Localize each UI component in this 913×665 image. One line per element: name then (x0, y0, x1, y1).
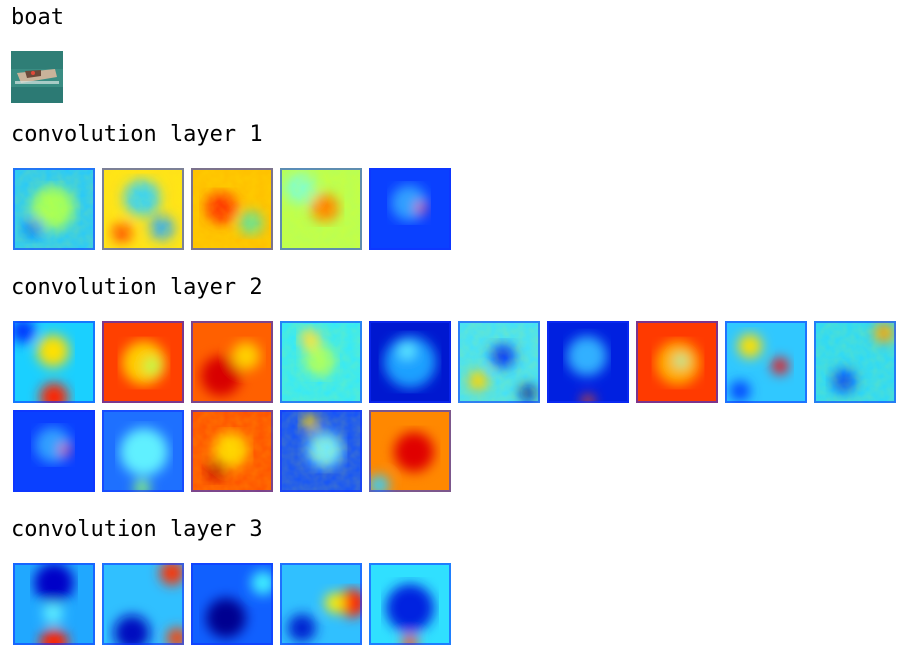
heatmap-icon (280, 563, 362, 645)
layer-2-feature-map-12 (102, 410, 184, 492)
heatmap-icon (191, 168, 273, 250)
layer-1-feature-map-1 (13, 168, 95, 250)
layer-2-feature-map-14 (280, 410, 362, 492)
layer-3-feature-map-3 (191, 563, 273, 645)
boat-photo-icon (11, 51, 63, 103)
heatmap-icon (191, 563, 273, 645)
layer-2-feature-map-10 (814, 321, 896, 403)
heatmap-icon (814, 321, 896, 403)
layer-2-feature-map-13 (191, 410, 273, 492)
layer-3-feature-map-4 (280, 563, 362, 645)
heatmap-icon (369, 168, 451, 250)
input-image-thumbnail (11, 51, 63, 103)
heatmap-icon (369, 410, 451, 492)
heatmap-icon (13, 410, 95, 492)
heatmap-icon (191, 410, 273, 492)
layer-2-title: convolution layer 2 (11, 275, 263, 300)
layer-1-feature-map-2 (102, 168, 184, 250)
heatmap-icon (280, 168, 362, 250)
heatmap-icon (280, 410, 362, 492)
layer-2-feature-map-8 (636, 321, 718, 403)
heatmap-icon (13, 168, 95, 250)
heatmap-icon (102, 321, 184, 403)
layer-1-feature-map-3 (191, 168, 273, 250)
layer-1-feature-map-4 (280, 168, 362, 250)
layer-2-feature-map-1 (13, 321, 95, 403)
layer-3-title: convolution layer 3 (11, 517, 263, 542)
layer-2-feature-map-4 (280, 321, 362, 403)
heatmap-icon (458, 321, 540, 403)
layer-1-title: convolution layer 1 (11, 122, 263, 147)
layer-2-feature-map-9 (725, 321, 807, 403)
layer-2-feature-map-11 (13, 410, 95, 492)
heatmap-icon (191, 321, 273, 403)
layer-2-feature-map-15 (369, 410, 451, 492)
layer-2-feature-map-5 (369, 321, 451, 403)
heatmap-icon (102, 563, 184, 645)
heatmap-icon (13, 321, 95, 403)
heatmap-icon (636, 321, 718, 403)
layer-2-feature-map-3 (191, 321, 273, 403)
heatmap-icon (102, 410, 184, 492)
heatmap-icon (369, 563, 451, 645)
heatmap-icon (369, 321, 451, 403)
image-class-label: boat (11, 5, 64, 30)
heatmap-icon (725, 321, 807, 403)
layer-2-feature-map-2 (102, 321, 184, 403)
layer-2-feature-map-6 (458, 321, 540, 403)
heatmap-icon (547, 321, 629, 403)
layer-2-feature-map-7 (547, 321, 629, 403)
layer-3-feature-map-2 (102, 563, 184, 645)
layer-3-feature-map-5 (369, 563, 451, 645)
layer-1-feature-map-5 (369, 168, 451, 250)
heatmap-icon (280, 321, 362, 403)
heatmap-icon (102, 168, 184, 250)
layer-3-feature-map-1 (13, 563, 95, 645)
heatmap-icon (13, 563, 95, 645)
